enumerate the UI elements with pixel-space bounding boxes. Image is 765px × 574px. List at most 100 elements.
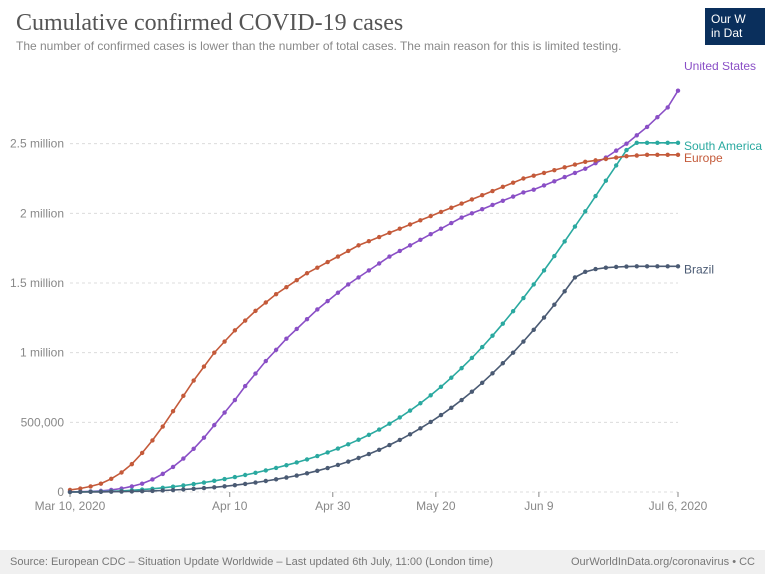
series-marker <box>130 489 134 493</box>
series-marker <box>119 489 123 493</box>
series-marker <box>336 291 340 295</box>
series-marker <box>222 484 226 488</box>
series-marker <box>367 452 371 456</box>
series-marker <box>480 345 484 349</box>
series-marker <box>284 285 288 289</box>
series-marker <box>511 180 515 184</box>
series-marker <box>243 384 247 388</box>
series-marker <box>336 254 340 258</box>
series-marker <box>655 115 659 119</box>
series-marker <box>635 133 639 137</box>
series-marker <box>573 275 577 279</box>
series-marker <box>532 187 536 191</box>
x-tick: Apr 30 <box>315 499 351 513</box>
y-tick: 500,000 <box>21 415 65 429</box>
svg-text:2.5 million: 2.5 million <box>10 137 64 151</box>
chart-footer: Source: European CDC – Situation Update … <box>0 550 765 574</box>
series-marker <box>356 243 360 247</box>
series-marker <box>645 153 649 157</box>
series-marker <box>562 165 566 169</box>
series-marker <box>191 378 195 382</box>
series-marker <box>264 300 268 304</box>
series-marker <box>511 309 515 313</box>
series-marker <box>573 162 577 166</box>
series-marker <box>274 292 278 296</box>
series-marker <box>624 141 628 145</box>
series-marker <box>490 189 494 193</box>
svg-text:Apr 10: Apr 10 <box>212 499 248 513</box>
chart-subtitle: The number of confirmed cases is lower t… <box>16 39 749 53</box>
series-end-label: United States <box>684 62 756 73</box>
series-marker <box>439 413 443 417</box>
series-marker <box>150 477 154 481</box>
series-marker <box>542 183 546 187</box>
series-marker <box>501 361 505 365</box>
series-marker <box>336 446 340 450</box>
series-marker <box>387 231 391 235</box>
series-marker <box>181 456 185 460</box>
series-marker <box>583 160 587 164</box>
series-marker <box>532 282 536 286</box>
series-marker <box>305 271 309 275</box>
series-marker <box>356 456 360 460</box>
series-marker <box>583 270 587 274</box>
series-marker <box>243 482 247 486</box>
x-tick: Apr 10 <box>212 499 248 513</box>
series-marker <box>428 232 432 236</box>
series-marker <box>78 490 82 494</box>
series-marker <box>212 423 216 427</box>
svg-text:500,000: 500,000 <box>21 415 65 429</box>
series-marker <box>356 438 360 442</box>
series-marker <box>655 141 659 145</box>
series-marker <box>253 480 257 484</box>
series-marker <box>490 203 494 207</box>
series-end-label: Brazil <box>684 262 714 276</box>
series-marker <box>253 309 257 313</box>
series-marker <box>398 226 402 230</box>
series-marker <box>233 328 237 332</box>
svg-text:1 million: 1 million <box>20 346 64 360</box>
series-marker <box>377 448 381 452</box>
series-marker <box>624 264 628 268</box>
series-marker <box>542 171 546 175</box>
series-marker <box>264 479 268 483</box>
x-tick: May 20 <box>416 499 456 513</box>
series-marker <box>665 141 669 145</box>
series-marker <box>645 141 649 145</box>
x-tick: Mar 10, 2020 <box>35 499 106 513</box>
series-marker <box>645 125 649 129</box>
series-marker <box>470 211 474 215</box>
series-marker <box>336 463 340 467</box>
series-marker <box>295 278 299 282</box>
x-tick: Jun 9 <box>524 499 554 513</box>
series-marker <box>367 433 371 437</box>
svg-text:Mar 10, 2020: Mar 10, 2020 <box>35 499 106 513</box>
url-text: OurWorldInData.org/coronavirus • CC <box>571 556 755 568</box>
series-marker <box>624 154 628 158</box>
series-marker <box>387 254 391 258</box>
series-marker <box>274 477 278 481</box>
series-marker <box>222 339 226 343</box>
series-marker <box>583 209 587 213</box>
chart-title: Cumulative confirmed COVID-19 cases <box>16 10 749 37</box>
series-marker <box>614 148 618 152</box>
series-marker <box>552 179 556 183</box>
series-marker <box>367 268 371 272</box>
x-tick: Jul 6, 2020 <box>649 499 708 513</box>
series-marker <box>439 226 443 230</box>
series-marker <box>408 222 412 226</box>
series-marker <box>521 190 525 194</box>
series-marker <box>346 459 350 463</box>
series-marker <box>552 168 556 172</box>
svg-text:1.5 million: 1.5 million <box>10 276 64 290</box>
series-marker <box>501 185 505 189</box>
source-text: Source: European CDC – Situation Update … <box>10 556 493 568</box>
series-marker <box>480 381 484 385</box>
series-marker <box>222 477 226 481</box>
series-marker <box>171 465 175 469</box>
series-marker <box>233 483 237 487</box>
series-marker <box>408 432 412 436</box>
series-marker <box>346 442 350 446</box>
series-marker <box>470 389 474 393</box>
series-marker <box>501 199 505 203</box>
